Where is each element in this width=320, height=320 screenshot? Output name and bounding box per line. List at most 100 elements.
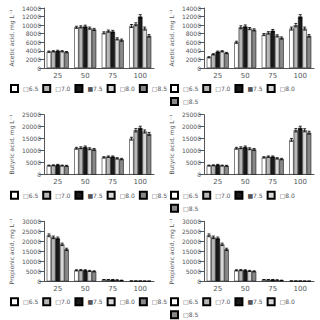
svg-text:□6.5: □6.5 bbox=[183, 192, 198, 199]
svg-text:Acetic acid, mg L⁻¹: Acetic acid, mg L⁻¹ bbox=[168, 9, 176, 67]
svg-text:5000: 5000 bbox=[186, 159, 201, 166]
svg-text:6000: 6000 bbox=[26, 39, 41, 46]
svg-text:Butyric acid, mg L⁻¹: Butyric acid, mg L⁻¹ bbox=[168, 114, 176, 174]
svg-text:100: 100 bbox=[134, 285, 147, 293]
svg-text:□8.5: □8.5 bbox=[152, 192, 167, 199]
svg-text:12000: 12000 bbox=[182, 13, 201, 20]
svg-text:□8.5: □8.5 bbox=[183, 311, 198, 318]
svg-text:■7.5: ■7.5 bbox=[87, 85, 102, 92]
svg-text:50: 50 bbox=[241, 178, 250, 186]
svg-text:15000: 15000 bbox=[182, 248, 201, 255]
svg-text:10000: 10000 bbox=[22, 258, 41, 265]
svg-text:4000: 4000 bbox=[186, 47, 201, 54]
svg-text:50: 50 bbox=[241, 72, 250, 80]
svg-text:□6.5: □6.5 bbox=[183, 85, 198, 92]
svg-text:15000: 15000 bbox=[182, 135, 201, 142]
svg-text:25000: 25000 bbox=[182, 228, 201, 235]
svg-text:15000: 15000 bbox=[22, 248, 41, 255]
svg-text:■7.5: ■7.5 bbox=[247, 85, 262, 92]
svg-text:2000: 2000 bbox=[186, 56, 201, 63]
svg-text:100: 100 bbox=[294, 285, 307, 293]
svg-text:8000: 8000 bbox=[186, 30, 201, 37]
svg-text:■7.5: ■7.5 bbox=[247, 298, 262, 305]
svg-text:□7.0: □7.0 bbox=[215, 85, 230, 92]
svg-text:25: 25 bbox=[53, 178, 62, 186]
svg-text:75: 75 bbox=[268, 285, 277, 293]
svg-text:14000: 14000 bbox=[22, 5, 41, 12]
svg-text:25000: 25000 bbox=[22, 228, 41, 235]
svg-text:□8.0: □8.0 bbox=[120, 298, 135, 305]
svg-text:0: 0 bbox=[197, 65, 201, 72]
svg-text:□8.0: □8.0 bbox=[280, 85, 295, 92]
svg-text:75: 75 bbox=[268, 178, 277, 186]
svg-text:□7.0: □7.0 bbox=[55, 298, 70, 305]
svg-text:10000: 10000 bbox=[22, 147, 41, 154]
svg-text:□6.5: □6.5 bbox=[23, 192, 38, 199]
svg-text:25: 25 bbox=[53, 72, 62, 80]
svg-text:10000: 10000 bbox=[182, 147, 201, 154]
svg-text:30000: 30000 bbox=[22, 218, 41, 225]
svg-text:□8.5: □8.5 bbox=[152, 85, 167, 92]
svg-text:Acetic acid, mg L⁻¹: Acetic acid, mg L⁻¹ bbox=[8, 9, 16, 67]
svg-text:■7.5: ■7.5 bbox=[87, 298, 102, 305]
svg-text:□6.5: □6.5 bbox=[23, 85, 38, 92]
svg-text:□7.0: □7.0 bbox=[55, 85, 70, 92]
svg-text:Butyric acid, mg L⁻¹: Butyric acid, mg L⁻¹ bbox=[8, 114, 16, 174]
svg-text:10000: 10000 bbox=[22, 22, 41, 29]
svg-text:6000: 6000 bbox=[186, 39, 201, 46]
svg-text:50: 50 bbox=[241, 285, 250, 293]
svg-text:20000: 20000 bbox=[22, 238, 41, 245]
svg-text:100: 100 bbox=[134, 72, 147, 80]
svg-text:100: 100 bbox=[134, 178, 147, 186]
svg-text:0: 0 bbox=[37, 171, 41, 178]
svg-text:20000: 20000 bbox=[22, 123, 41, 130]
svg-text:□8.0: □8.0 bbox=[120, 192, 135, 199]
svg-text:75: 75 bbox=[108, 72, 117, 80]
svg-text:□7.0: □7.0 bbox=[215, 192, 230, 199]
svg-text:□6.5: □6.5 bbox=[183, 298, 198, 305]
svg-text:■7.5: ■7.5 bbox=[87, 192, 102, 199]
svg-text:■7.5: ■7.5 bbox=[247, 192, 262, 199]
svg-text:75: 75 bbox=[108, 178, 117, 186]
svg-text:5000: 5000 bbox=[26, 268, 41, 275]
svg-text:100: 100 bbox=[294, 72, 307, 80]
svg-text:8000: 8000 bbox=[26, 30, 41, 37]
svg-text:□6.5: □6.5 bbox=[23, 298, 38, 305]
svg-text:5000: 5000 bbox=[186, 268, 201, 275]
svg-text:12000: 12000 bbox=[22, 13, 41, 20]
svg-text:0: 0 bbox=[197, 171, 201, 178]
svg-text:□8.0: □8.0 bbox=[120, 85, 135, 92]
svg-text:□8.5: □8.5 bbox=[183, 98, 198, 105]
svg-text:0: 0 bbox=[197, 278, 201, 285]
svg-text:50: 50 bbox=[81, 285, 90, 293]
svg-text:25000: 25000 bbox=[22, 111, 41, 118]
svg-text:10000: 10000 bbox=[182, 22, 201, 29]
svg-text:10000: 10000 bbox=[182, 258, 201, 265]
svg-text:□7.0: □7.0 bbox=[215, 298, 230, 305]
svg-text:25: 25 bbox=[53, 285, 62, 293]
svg-text:75: 75 bbox=[268, 72, 277, 80]
svg-text:25000: 25000 bbox=[182, 111, 201, 118]
svg-text:25: 25 bbox=[213, 72, 222, 80]
svg-text:20000: 20000 bbox=[182, 238, 201, 245]
svg-text:□8.0: □8.0 bbox=[280, 298, 295, 305]
svg-text:□7.0: □7.0 bbox=[55, 192, 70, 199]
svg-text:50: 50 bbox=[81, 178, 90, 186]
svg-text:75: 75 bbox=[108, 285, 117, 293]
svg-text:0: 0 bbox=[37, 65, 41, 72]
svg-text:20000: 20000 bbox=[182, 123, 201, 130]
svg-text:0: 0 bbox=[37, 278, 41, 285]
svg-text:4000: 4000 bbox=[26, 47, 41, 54]
svg-text:14000: 14000 bbox=[182, 5, 201, 12]
svg-text:100: 100 bbox=[294, 178, 307, 186]
svg-text:25: 25 bbox=[213, 178, 222, 186]
svg-text:Propionic acid, mg L⁻¹: Propionic acid, mg L⁻¹ bbox=[8, 218, 16, 285]
svg-text:2000: 2000 bbox=[26, 56, 41, 63]
svg-text:50: 50 bbox=[81, 72, 90, 80]
svg-text:15000: 15000 bbox=[22, 135, 41, 142]
svg-text:Propionic acid, mg L⁻¹: Propionic acid, mg L⁻¹ bbox=[168, 218, 176, 285]
svg-text:5000: 5000 bbox=[26, 159, 41, 166]
svg-text:30000: 30000 bbox=[182, 218, 201, 225]
svg-text:□8.5: □8.5 bbox=[152, 298, 167, 305]
svg-text:□8.0: □8.0 bbox=[280, 192, 295, 199]
